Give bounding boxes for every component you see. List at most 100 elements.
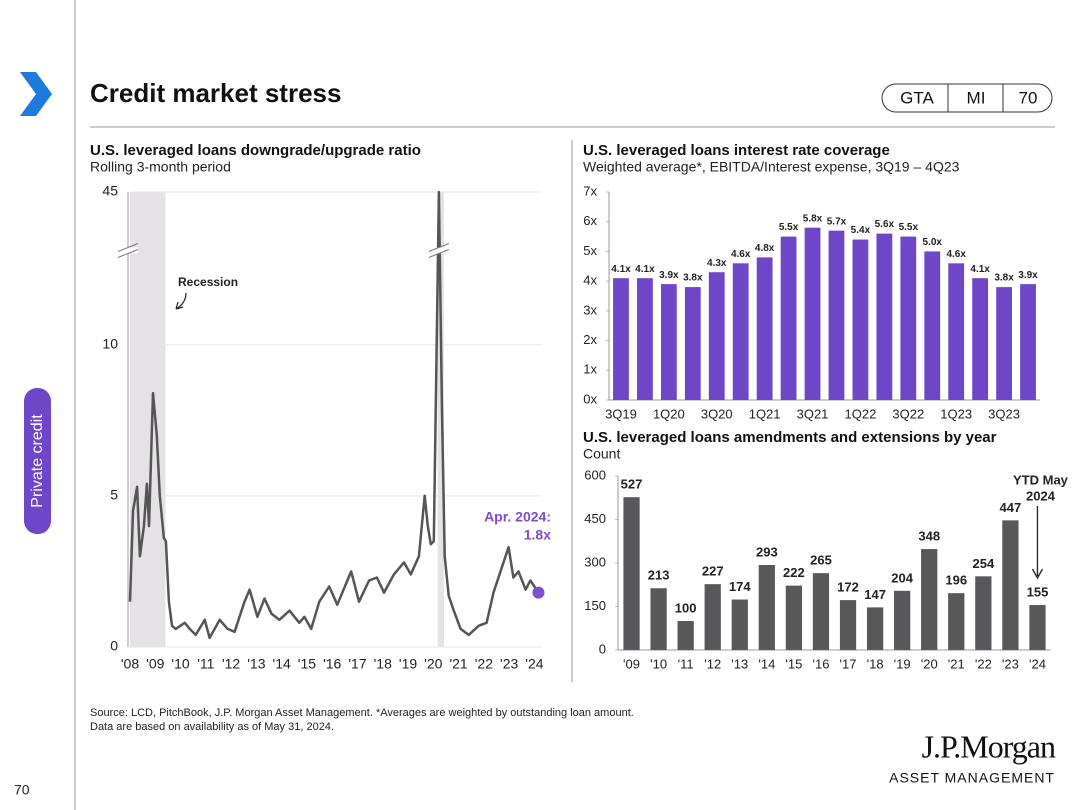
data-label: 5.6x <box>875 219 895 230</box>
annotation: Apr. 2024: <box>484 509 551 525</box>
bar <box>894 590 911 650</box>
x-tick-label: '21 <box>449 656 467 672</box>
data-label: 172 <box>837 580 859 595</box>
bar <box>804 227 821 400</box>
x-tick-label: '12 <box>222 656 240 672</box>
bar <box>684 287 701 400</box>
bar <box>756 257 773 400</box>
tag: GTA <box>900 88 934 107</box>
chart-subtitle: Count <box>583 446 620 462</box>
data-label: 3.9x <box>1018 270 1038 281</box>
x-tick-label: '24 <box>1029 656 1046 671</box>
bar <box>758 565 775 650</box>
bar <box>828 230 845 400</box>
x-tick-label: '15 <box>298 656 316 672</box>
x-tick-label: '15 <box>785 656 802 671</box>
data-label: 4.6x <box>731 249 751 260</box>
line-break-mark <box>428 249 450 258</box>
y-tick-label: 45 <box>102 183 118 199</box>
latest-point <box>532 586 545 599</box>
x-tick-label: '24 <box>525 656 543 672</box>
bar <box>975 576 992 650</box>
y-tick-label: 600 <box>584 467 606 482</box>
bar <box>812 573 830 650</box>
y-tick-label: 10 <box>102 335 118 351</box>
x-tick-label: '13 <box>247 656 265 672</box>
y-tick-label: 2x <box>583 332 597 347</box>
data-label: 5.5x <box>899 222 919 233</box>
data-label: 4.1x <box>635 264 655 275</box>
logo-subtitle: ASSET MANAGEMENT <box>889 770 1055 786</box>
bar <box>704 584 721 650</box>
x-tick-label: '11 <box>678 656 694 671</box>
axis-break-gap <box>118 247 138 254</box>
x-tick-label: '12 <box>704 656 721 671</box>
bar <box>839 600 857 650</box>
bar <box>660 284 677 400</box>
annotation: 2024 <box>1026 488 1056 503</box>
x-tick-label: '13 <box>731 656 748 671</box>
chart-title: U.S. leveraged loans downgrade/upgrade r… <box>90 142 421 159</box>
data-note: Data are based on availability as of May… <box>90 721 334 733</box>
line-break-gap <box>432 247 445 254</box>
data-label: 4.1x <box>611 264 631 275</box>
x-tick-label: '17 <box>348 656 366 672</box>
x-tick-label: '14 <box>758 656 775 671</box>
data-label: 147 <box>864 587 886 602</box>
chart-title: U.S. leveraged loans interest rate cover… <box>583 142 890 159</box>
data-label: 174 <box>729 579 751 594</box>
y-tick-label: 300 <box>584 554 606 569</box>
x-tick-label: 1Q23 <box>940 406 972 421</box>
bar <box>785 585 803 650</box>
annotation: Recession <box>178 275 238 289</box>
data-label: 293 <box>756 544 778 559</box>
x-tick-label: 1Q22 <box>845 406 877 421</box>
y-tick-label: 450 <box>584 511 606 526</box>
axis-break-mark <box>117 243 139 252</box>
x-tick-label: 3Q21 <box>797 406 829 421</box>
data-label: 348 <box>918 529 940 544</box>
bar <box>924 251 941 400</box>
data-line <box>128 190 540 640</box>
y-tick-label: 1x <box>583 362 597 377</box>
x-tick-label: '09 <box>146 656 164 672</box>
side-label: Private credit <box>29 414 46 508</box>
data-label: 204 <box>891 570 913 585</box>
data-label: 3.9x <box>659 270 679 281</box>
data-label: 227 <box>702 564 724 579</box>
data-label: 254 <box>972 556 994 571</box>
data-label: 5.4x <box>851 225 871 236</box>
bar <box>623 497 640 650</box>
y-tick-label: 150 <box>584 598 606 613</box>
bar <box>876 233 893 400</box>
x-tick-label: '20 <box>424 656 442 672</box>
y-tick-label: 6x <box>583 213 597 228</box>
x-tick-label: '22 <box>975 656 992 671</box>
data-label: 155 <box>1027 584 1049 599</box>
y-tick-label: 4x <box>583 273 597 288</box>
data-label: 5.8x <box>803 213 823 224</box>
data-label: 3.8x <box>994 273 1014 284</box>
line-break-mark <box>428 243 450 252</box>
data-label: 3.8x <box>683 273 703 284</box>
bar <box>613 278 629 400</box>
bar <box>780 236 797 400</box>
bar <box>972 278 989 400</box>
x-tick-label: '23 <box>500 656 518 672</box>
x-tick-label: '14 <box>273 656 291 672</box>
y-tick-label: 5 <box>110 487 118 503</box>
source-note: Source: LCD, PitchBook, J.P. Morgan Asse… <box>90 707 634 719</box>
bar <box>1020 284 1036 400</box>
data-label: 4.1x <box>970 264 990 275</box>
data-label: 4.3x <box>707 258 727 269</box>
x-tick-label: '10 <box>650 656 667 671</box>
y-tick-label: 5x <box>583 243 597 258</box>
annotation: YTD May <box>1013 472 1069 487</box>
x-tick-label: '19 <box>894 656 911 671</box>
bar <box>948 593 965 650</box>
tag: MI <box>967 88 986 107</box>
x-tick-label: 3Q19 <box>605 406 637 421</box>
x-tick-label: '10 <box>171 656 189 672</box>
bar <box>900 236 917 400</box>
slide-title: Credit market stress <box>90 78 341 108</box>
